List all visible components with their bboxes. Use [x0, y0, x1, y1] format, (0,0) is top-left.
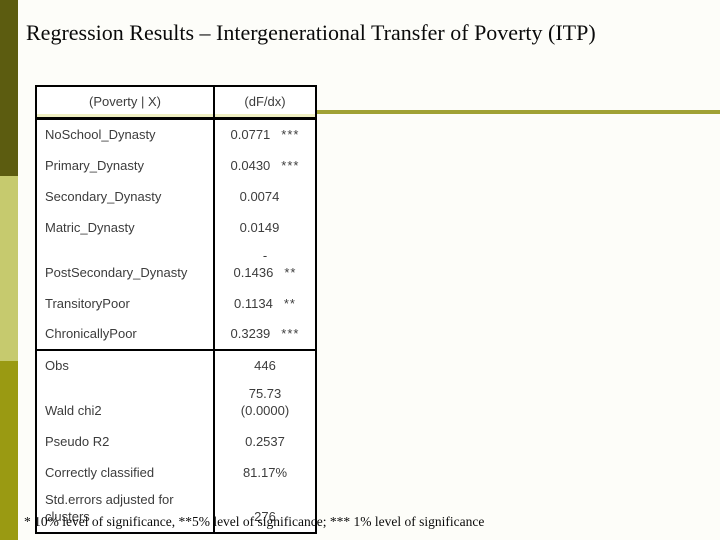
- row-label: Wald chi2: [36, 380, 215, 426]
- row-value: 0.3239 ***: [230, 325, 300, 341]
- significance-stars: **: [283, 295, 296, 311]
- row-value: 0.0149: [239, 219, 280, 235]
- significance-stars: ***: [281, 126, 300, 142]
- significance-stars: ***: [281, 157, 300, 173]
- table-row: Std.errors adjusted for clusters 276: [36, 487, 316, 533]
- table-row: Secondary_Dynasty 0.0074: [36, 180, 316, 212]
- table-row: NoSchool_Dynasty 0.0771 ***: [36, 118, 316, 150]
- table-row: Obs 446: [36, 348, 316, 381]
- row-value: 0.0771 ***: [230, 126, 300, 142]
- table-row: PostSecondary_Dynasty - 0.1436 **: [36, 242, 316, 288]
- row-label: TransitoryPoor: [36, 287, 215, 319]
- header-poverty-x: (Poverty | X): [36, 86, 215, 120]
- significance-stars: ***: [281, 325, 300, 341]
- table-row: TransitoryPoor 0.1134 **: [36, 287, 316, 319]
- results-table: (Poverty | X) (dF/dx) NoSchool_Dynasty 0…: [35, 85, 317, 534]
- significance-footnote: * 10% level of significance, **5% level …: [24, 514, 485, 529]
- row-label: Std.errors adjusted for clusters: [36, 487, 215, 533]
- accent-bar-middle: [0, 176, 18, 361]
- row-value: 75.73 (0.0000): [240, 385, 290, 418]
- table-row: Wald chi2 75.73 (0.0000): [36, 380, 316, 426]
- table-row: Correctly classified 81.17%: [36, 456, 316, 488]
- slide-title: Regression Results – Intergenerational T…: [26, 20, 596, 45]
- row-label: Primary_Dynasty: [36, 149, 215, 181]
- row-value: - 0.1436 **: [233, 247, 297, 280]
- table-header-row: (Poverty | X) (dF/dx): [36, 86, 316, 120]
- row-label: Obs: [36, 348, 215, 381]
- accent-divider-line: [313, 110, 720, 114]
- accent-bar-bottom: [0, 361, 18, 540]
- row-label: NoSchool_Dynasty: [36, 118, 215, 150]
- row-label: Pseudo R2: [36, 425, 215, 457]
- row-label: Secondary_Dynasty: [36, 180, 215, 212]
- table-row: ChronicallyPoor 0.3239 ***: [36, 318, 316, 350]
- table-row: Matric_Dynasty 0.0149: [36, 211, 316, 243]
- significance-stars: **: [284, 264, 297, 280]
- row-value: 0.0430 ***: [230, 157, 300, 173]
- accent-bar-top: [0, 0, 18, 176]
- table-row: Primary_Dynasty 0.0430 ***: [36, 149, 316, 181]
- row-value: 0.0074: [239, 188, 280, 204]
- row-value: 446: [214, 348, 316, 381]
- row-value: 0.1134 **: [234, 295, 296, 311]
- row-value: 276: [254, 508, 276, 524]
- table-row: Pseudo R2 0.2537: [36, 425, 316, 457]
- row-value: 81.17%: [242, 464, 288, 480]
- row-label: ChronicallyPoor: [36, 318, 215, 350]
- row-label: Correctly classified: [36, 456, 215, 488]
- header-dfdx: (dF/dx): [214, 86, 316, 120]
- row-label: Matric_Dynasty: [36, 211, 215, 243]
- row-value: 0.2537: [245, 433, 285, 449]
- row-label: PostSecondary_Dynasty: [36, 242, 215, 288]
